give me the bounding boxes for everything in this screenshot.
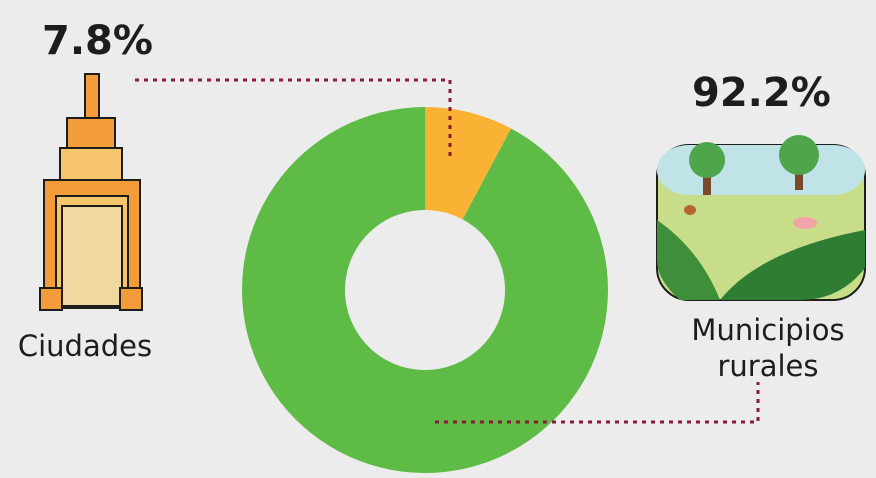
category-label: Ciudades	[17, 329, 153, 363]
connector	[135, 78, 452, 160]
slice	[242, 107, 609, 473]
donut	[242, 107, 609, 473]
farm-icon	[656, 135, 866, 301]
city-icon	[39, 73, 143, 311]
category-label: Municipios rurales	[691, 313, 845, 383]
value-label: 92.2%	[692, 70, 831, 116]
value-label: 7.8%	[42, 18, 153, 64]
slice	[425, 107, 512, 220]
